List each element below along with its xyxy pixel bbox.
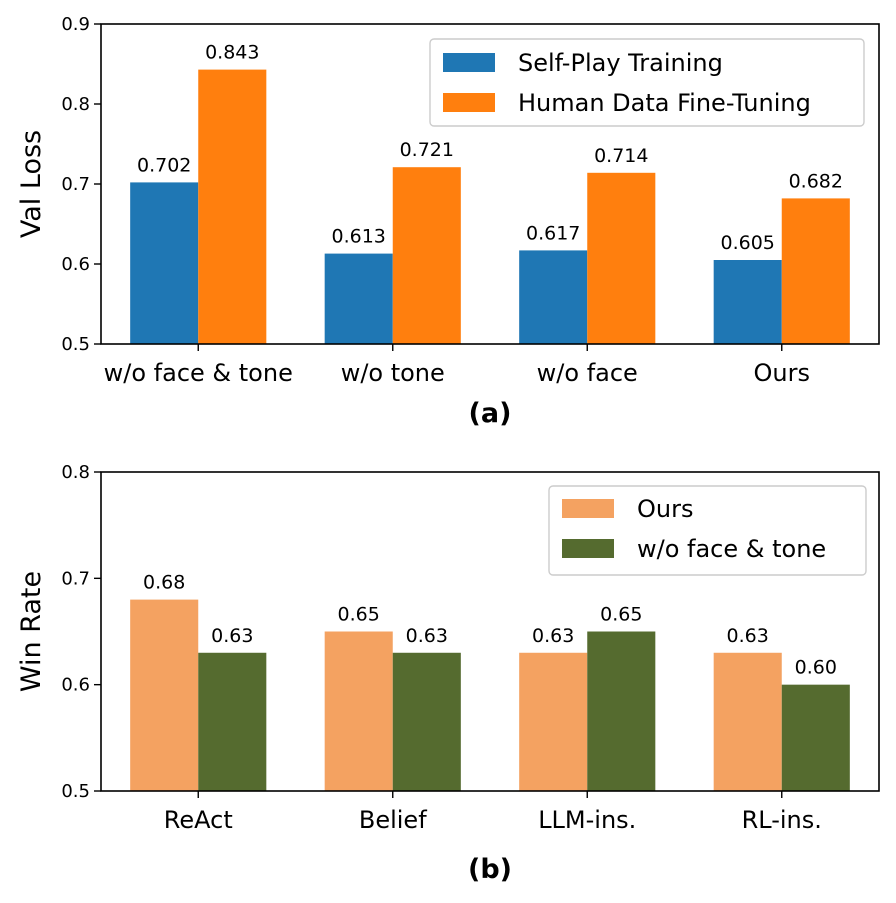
bar-series2-3 xyxy=(781,198,850,344)
subplot-caption: (b) xyxy=(468,854,512,885)
chart-panel-b: 0.68 0.65 0.63 0.63 0.63 0.63 0.65 0.60 0.5 0.6 0.… xyxy=(16,462,880,885)
data-label: 0.605 xyxy=(721,232,775,254)
data-label: 0.65 xyxy=(338,604,380,626)
y-tick-label: 0.9 xyxy=(61,14,90,35)
bar-series1-3 xyxy=(713,260,782,344)
bar-series2-1 xyxy=(392,652,461,791)
data-label: 0.68 xyxy=(143,572,185,594)
plot-frame xyxy=(100,471,880,792)
y-tick-label: 0.8 xyxy=(61,94,90,115)
legend-swatch xyxy=(562,499,614,518)
x-tick-label: LLM-ins. xyxy=(538,806,636,834)
data-label: 0.714 xyxy=(594,145,648,167)
legend-box xyxy=(429,38,865,127)
bar-series2-0 xyxy=(198,652,267,791)
legend-swatch xyxy=(562,539,614,558)
data-label: 0.65 xyxy=(600,604,642,626)
data-label: 0.682 xyxy=(789,170,843,192)
subplot-caption: (a) xyxy=(469,398,512,429)
data-label: 0.702 xyxy=(137,154,191,176)
bar-series2-1 xyxy=(392,167,461,344)
legend-label: Ours xyxy=(637,495,693,523)
y-axis-label: Win Rate xyxy=(16,571,47,692)
data-label: 0.63 xyxy=(532,625,574,647)
bar-series1-1 xyxy=(324,631,393,791)
x-tick-label: w/o tone xyxy=(341,359,445,387)
y-tick-label: 0.8 xyxy=(61,462,90,483)
data-label: 0.63 xyxy=(727,625,769,647)
y-tick-label: 0.6 xyxy=(61,675,90,696)
x-tick-label: Ours xyxy=(754,359,810,387)
legend-swatch xyxy=(443,53,495,72)
y-axis-label: Val Loss xyxy=(16,130,47,238)
x-tick-label: Belief xyxy=(359,806,427,834)
legend-label: Human Data Fine-Tuning xyxy=(518,89,811,117)
x-tick-label: ReAct xyxy=(164,806,233,834)
legend: Self-Play Training Human Data Fine-Tuning xyxy=(429,38,865,127)
chart-panel-a: 0.702 0.613 0.617 0.605 0.843 0.721 0.714 0.682… xyxy=(16,14,880,429)
bar-series1-3 xyxy=(713,652,782,791)
data-label: 0.843 xyxy=(205,42,259,64)
y-tick-label: 0.7 xyxy=(61,174,90,195)
data-label: 0.613 xyxy=(332,226,386,248)
legend-label: Self-Play Training xyxy=(518,49,723,77)
x-tick-label: RL-ins. xyxy=(742,806,822,834)
bar-series1-0 xyxy=(130,182,199,344)
y-tick-label: 0.6 xyxy=(61,254,90,275)
bar-series2-3 xyxy=(781,684,850,791)
y-tick-label: 0.7 xyxy=(61,568,90,589)
bar-series1-2 xyxy=(519,652,588,791)
legend: Ours w/o face & tone xyxy=(548,485,867,576)
data-label: 0.63 xyxy=(211,625,253,647)
x-tick-label: w/o face & tone xyxy=(104,359,293,387)
data-label: 0.721 xyxy=(400,139,454,161)
bar-series2-2 xyxy=(587,172,656,344)
bar-series1-0 xyxy=(130,599,199,791)
legend-swatch xyxy=(443,93,495,112)
bar-series2-2 xyxy=(587,631,656,791)
bar-series1-2 xyxy=(519,250,588,344)
bar-series1-1 xyxy=(324,253,393,344)
data-label: 0.617 xyxy=(526,222,580,244)
legend-box xyxy=(548,485,867,576)
legend-label: w/o face & tone xyxy=(637,535,826,563)
x-tick-label: w/o face xyxy=(537,359,638,387)
y-tick-label: 0.5 xyxy=(61,781,90,802)
data-label: 0.63 xyxy=(406,625,448,647)
data-label: 0.60 xyxy=(795,657,837,679)
bar-series2-0 xyxy=(198,69,267,344)
y-tick-label: 0.5 xyxy=(61,334,90,355)
